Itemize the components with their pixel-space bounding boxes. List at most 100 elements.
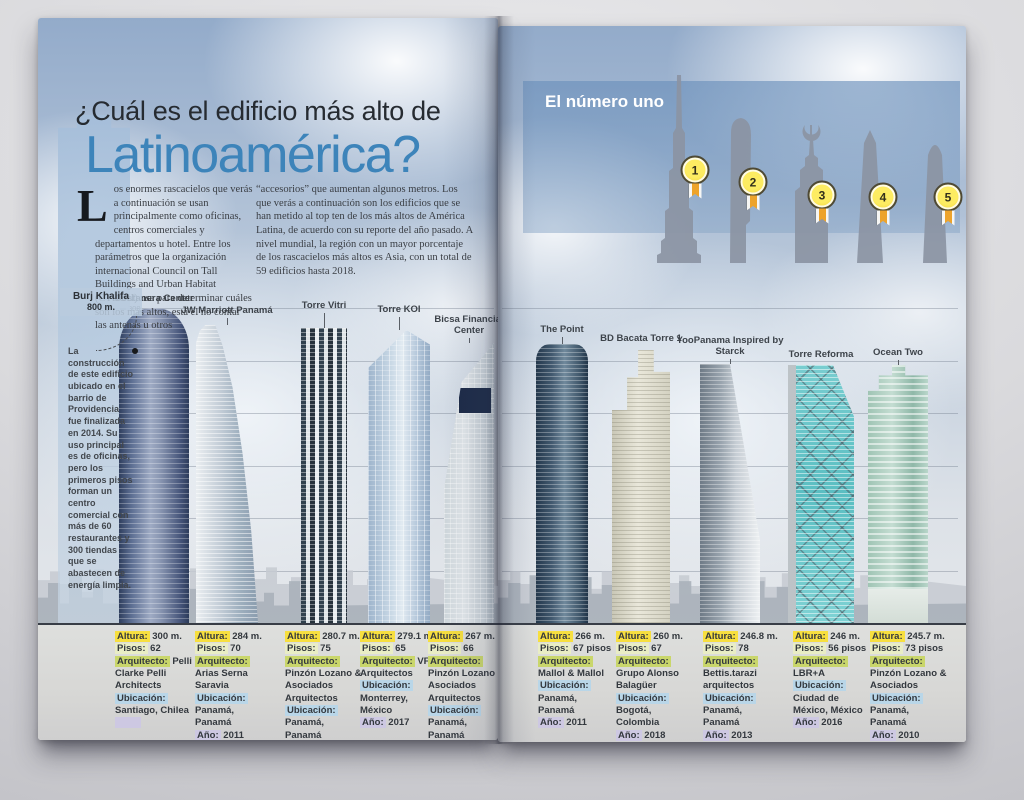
field-label-altura: Altura: — [360, 631, 395, 642]
field-value-pisos: 75 — [320, 643, 331, 655]
building-data-block: Altura: 245.7 m. Pisos: 73 pisos Arquitect… — [870, 631, 948, 742]
building-data-block: Altura: 246 m. Pisos: 56 pisos Arquitecto:… — [793, 631, 871, 730]
numero-uno-title: El número uno — [545, 92, 664, 111]
field-value-anio: 2011 — [566, 717, 587, 729]
field-altura: Altura: 266 m. — [538, 631, 616, 643]
field-altura: Altura: 300 m. — [115, 631, 193, 643]
field-arquitecto: Arquitecto: Mallol & Mallol — [538, 655, 616, 681]
field-value-arquitecto: Pinzón Lozano & Asociados Arquitectos — [285, 668, 362, 704]
field-arquitecto: Arquitecto: Grupo Alonso Balagüer — [616, 655, 694, 693]
building-name-label: Torre Reforma — [788, 349, 854, 361]
field-label-arquitecto: Arquitecto: — [360, 655, 415, 667]
burj-pointer-dot — [132, 348, 138, 354]
burj-khalifa-silhouette — [58, 115, 130, 623]
field-ubicacion: Ubicación: Panamá, Panamá — [285, 705, 363, 740]
field-label-ubicacion: Ubicación: — [870, 692, 923, 704]
headline-main: Latinoamérica? — [85, 126, 421, 184]
field-label-pisos: Pisos: — [285, 643, 318, 655]
field-label-ubicacion: Ubicación: — [616, 692, 669, 704]
field-label-pisos: Pisos: — [793, 643, 826, 655]
field-value-ubicacion: Panamá, Panamá — [428, 717, 468, 740]
burj-khalifa-note: La construcción de este edificio ubicado… — [68, 346, 134, 590]
field-value-anio: 2013 — [731, 729, 753, 741]
field-ubicacion: Ubicación: Panamá, Panamá — [870, 692, 948, 730]
field-arquitecto: Arquitecto: Pinzón Lozano & Asociados — [870, 655, 948, 693]
field-anio: Año: 2018 — [616, 729, 694, 742]
field-value-anio: 2017 — [388, 717, 410, 729]
field-label-arquitecto: Arquitecto: — [195, 655, 250, 667]
gridline-200 — [98, 413, 494, 414]
building-vitri — [301, 328, 347, 623]
field-label-ubicacion: Ubicación: — [703, 692, 756, 704]
field-value-altura: 267 m. — [465, 631, 495, 642]
field-label-arquitecto: Arquitecto: — [793, 655, 848, 667]
field-value-altura: 300 m. — [152, 631, 182, 642]
field-altura: Altura: 280.7 m. — [285, 631, 363, 643]
building-name-label: The Point — [540, 324, 584, 336]
field-label-arquitecto: Arquitecto: — [285, 655, 340, 667]
field-label-pisos: Pisos: — [360, 643, 393, 655]
building-data-block: Altura: 300 m. Pisos: 62 Arquitecto: Pelli… — [115, 631, 193, 730]
field-label-ubicacion: Ubicación: — [793, 680, 846, 692]
field-value-ubicacion: Panamá, Panamá — [870, 705, 910, 729]
building-name-label: JW Marriott Panamá — [181, 305, 273, 317]
field-value-ubicacion: Panamá, Panamá — [285, 717, 325, 740]
field-value-pisos: 70 — [230, 643, 241, 655]
building-facade-bacata — [612, 350, 670, 623]
building-facade-koi — [368, 330, 430, 623]
gridline-100 — [98, 518, 494, 519]
field-label-altura: Altura: — [616, 631, 651, 642]
medal-2: 2 — [738, 167, 768, 197]
building-facade-vitri — [301, 328, 347, 623]
field-label-pisos: Pisos: — [195, 643, 228, 655]
field-value-arquitecto: Pinzón Lozano & Asociados Arquitectos — [428, 668, 498, 704]
building-name-label: Costanera Center — [114, 293, 194, 305]
field-pisos: Pisos: 78 — [703, 643, 781, 655]
field-altura: Altura: 246.8 m. — [703, 631, 781, 643]
building-name-label: Ocean Two — [873, 347, 923, 359]
field-label-pisos: Pisos: — [616, 643, 649, 655]
field-label-anio: Año: — [195, 729, 221, 740]
building-marriott — [196, 325, 258, 623]
field-label-arquitecto: Arquitecto: — [538, 655, 593, 667]
field-value-altura: 280.7 m. — [322, 631, 360, 642]
field-label-arquitecto: Arquitecto: — [870, 655, 925, 667]
field-value-altura: 266 m. — [575, 631, 605, 642]
field-value-pisos: 67 — [651, 643, 662, 655]
field-value-anio: 2011 — [223, 729, 244, 740]
field-label-pisos: Pisos: — [538, 643, 571, 655]
field-label-arquitecto: Arquitecto: — [616, 655, 671, 667]
field-label-anio: Año: — [793, 717, 819, 729]
field-value-ubicacion: Panamá, Panamá — [538, 692, 578, 717]
burj-khalifa-height: 800 m. — [86, 302, 116, 312]
gridline-50 — [98, 571, 494, 572]
field-label-ubicacion: Ubicación: — [428, 705, 481, 717]
field-value-ubicacion: Santiago, Chilea — [115, 705, 189, 717]
building-facade-marriott — [196, 325, 258, 623]
field-label-anio: Año: — [115, 717, 141, 729]
field-value-arquitecto: VFO Arquitectos — [360, 656, 437, 680]
field-label-altura: Altura: — [870, 631, 905, 642]
field-value-altura: 284 m. — [232, 631, 262, 642]
medal-5: 5 — [933, 182, 963, 212]
field-value-arquitecto: Pinzón Lozano & Asociados — [870, 668, 947, 692]
field-label-anio: Año: — [616, 729, 642, 741]
building-costanera — [119, 308, 189, 623]
field-ubicacion: Ubicación: Bogotá, Colombia — [616, 692, 694, 730]
medal-1: 1 — [680, 155, 710, 185]
field-value-arquitecto: Pelli Clarke Pelli Architects — [115, 655, 192, 692]
building-name-label: Torre Vitri — [301, 300, 347, 312]
medal-4: 4 — [868, 182, 898, 212]
field-label-anio: Año: — [538, 717, 564, 729]
field-value-pisos: 73 pisos — [905, 643, 944, 655]
field-label-altura: Altura: — [793, 631, 828, 642]
field-label-pisos: Pisos: — [870, 643, 903, 655]
building-facade-ocean2 — [868, 365, 928, 623]
field-arquitecto: Arquitecto: Arias Serna Saravia — [195, 655, 273, 693]
field-label-altura: Altura: — [428, 631, 463, 642]
building-facade-thepoint — [536, 344, 588, 623]
building-bicsa — [444, 343, 494, 623]
field-value-arquitecto: Mallol & Mallol — [538, 668, 604, 680]
field-label-ubicacion: Ubicación: — [195, 692, 248, 704]
